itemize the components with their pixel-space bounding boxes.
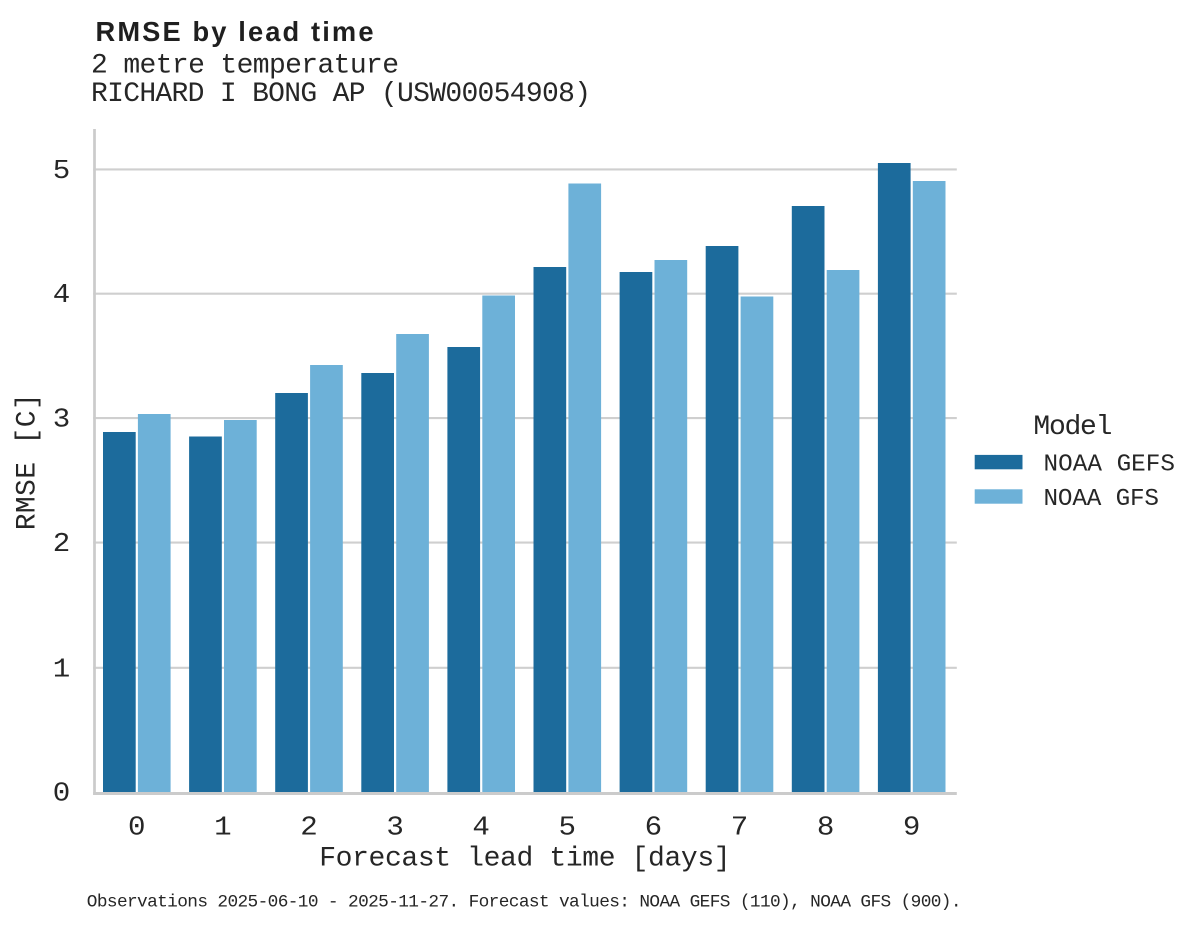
svg-text:4: 4 bbox=[53, 280, 71, 310]
svg-text:2: 2 bbox=[300, 813, 318, 843]
svg-text:NOAA GEFS: NOAA GEFS bbox=[1044, 451, 1176, 478]
svg-text:1: 1 bbox=[214, 813, 232, 843]
svg-text:RMSE [C]: RMSE [C] bbox=[13, 393, 44, 530]
svg-text:1: 1 bbox=[53, 654, 71, 684]
svg-text:Forecast lead time [days]: Forecast lead time [days] bbox=[319, 844, 730, 875]
svg-text:0: 0 bbox=[53, 779, 71, 809]
svg-text:5: 5 bbox=[53, 156, 71, 186]
svg-text:2: 2 bbox=[53, 529, 71, 559]
svg-text:5: 5 bbox=[559, 813, 577, 843]
svg-text:2 metre temperature: 2 metre temperature bbox=[91, 50, 399, 81]
svg-text:3: 3 bbox=[53, 405, 71, 435]
svg-text:RICHARD I BONG AP (USW00054908: RICHARD I BONG AP (USW00054908) bbox=[91, 79, 591, 110]
svg-text:Model: Model bbox=[1033, 412, 1112, 443]
svg-text:Observations 2025-06-10 - 2025: Observations 2025-06-10 - 2025-11-27. Fo… bbox=[87, 892, 962, 912]
svg-text:8: 8 bbox=[817, 813, 835, 843]
svg-text:6: 6 bbox=[645, 813, 663, 843]
svg-text:RMSE by lead time: RMSE by lead time bbox=[96, 16, 374, 47]
svg-text:0: 0 bbox=[128, 813, 146, 843]
svg-text:3: 3 bbox=[386, 813, 404, 843]
svg-text:7: 7 bbox=[731, 813, 749, 843]
svg-text:NOAA GFS: NOAA GFS bbox=[1044, 486, 1160, 513]
svg-text:4: 4 bbox=[472, 813, 490, 843]
svg-text:9: 9 bbox=[903, 813, 921, 843]
